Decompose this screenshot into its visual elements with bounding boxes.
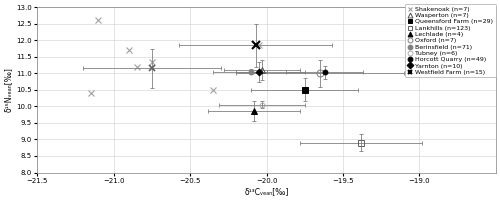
Y-axis label: δ¹⁵Nᵥₑₐₙ[‰]: δ¹⁵Nᵥₑₐₙ[‰] xyxy=(4,67,13,112)
Legend: Shakenoak (n=7), Wasperton (n=7), Queensford Farm (n=29), Lankhills (n=123), Lec: Shakenoak (n=7), Wasperton (n=7), Queens… xyxy=(404,4,496,77)
X-axis label: δ¹³Cᵥₑₐₙ[‰]: δ¹³Cᵥₑₐₙ[‰] xyxy=(244,187,288,196)
